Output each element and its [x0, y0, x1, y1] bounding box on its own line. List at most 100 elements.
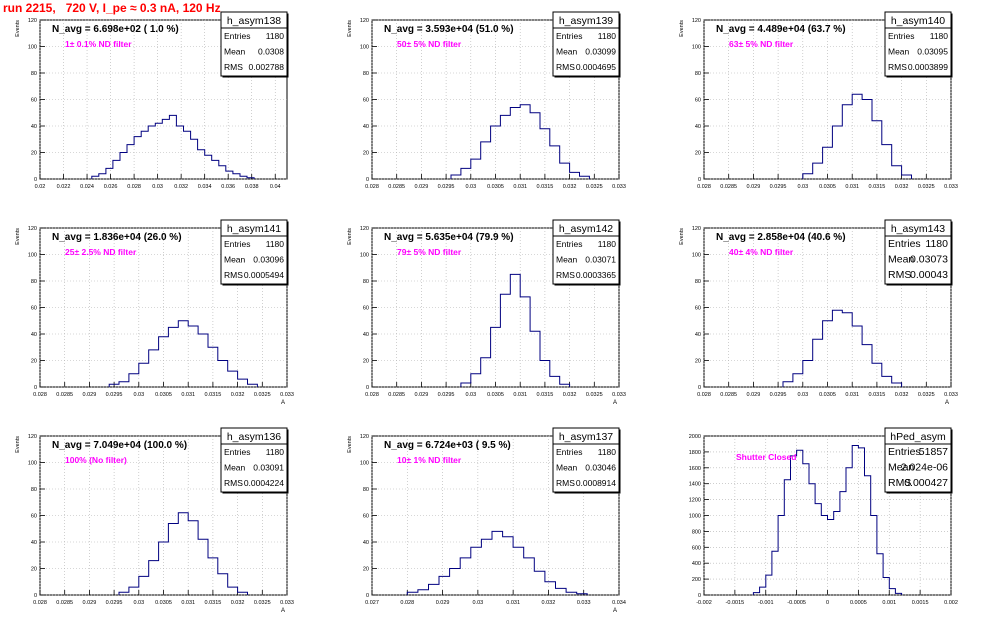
- stats-box-frame: [552, 11, 620, 77]
- stats-label: RMS: [556, 62, 575, 72]
- x-tick-label: -0.002: [696, 600, 712, 606]
- stats-value: 2.024e-06: [901, 462, 948, 474]
- stats-box-frame: [220, 427, 288, 493]
- y-tick-label: 100: [360, 461, 369, 467]
- stats-box-title: h_asym142: [559, 223, 613, 235]
- x-tick-label: 0.0315: [536, 184, 553, 190]
- y-tick-label: 40: [695, 124, 701, 130]
- stats-value: 0.002788: [249, 62, 285, 72]
- histogram-series: [460, 273, 571, 387]
- stats-box: h_asym141 Entries 1180 Mean 0.03096 RMS 0.0005…: [220, 219, 289, 286]
- y-tick-label: 120: [360, 226, 369, 232]
- x-tick-label: 0.03: [472, 600, 483, 606]
- x-tick-label: 0.028: [33, 600, 47, 606]
- y-tick-label: 0: [34, 385, 37, 391]
- y-tick-label: 2000: [689, 434, 701, 440]
- y-tick-label: 40: [363, 332, 369, 338]
- x-tick-label: 0.0285: [56, 600, 73, 606]
- histogram-series: [91, 114, 255, 179]
- y-tick-label: 1200: [689, 498, 701, 504]
- stats-label: Mean: [224, 47, 246, 57]
- n-avg-label: N_avg = 3.593e+04 (51.0 %): [384, 24, 514, 35]
- stats-value: 0.03095: [917, 47, 948, 57]
- x-tick-label: 0.0315: [204, 392, 221, 398]
- x-tick-label: 0.032: [542, 600, 556, 606]
- x-tick-label: -0.0005: [787, 600, 806, 606]
- filter-annotation: 79± 5% ND filter: [397, 247, 462, 257]
- y-tick-label: 0: [698, 177, 701, 183]
- x-tick-label: 0.0285: [56, 392, 73, 398]
- stats-value: 0.03071: [585, 255, 616, 265]
- x-tick-label: 0.027: [365, 600, 379, 606]
- stats-box-title: hPed_asym: [890, 431, 946, 443]
- stats-value: 1180: [598, 239, 617, 249]
- x-tick-label: 0.0325: [254, 600, 271, 606]
- x-tick-label: 0.033: [612, 392, 626, 398]
- filter-annotation: 50± 5% ND filter: [397, 39, 462, 49]
- stats-label: Mean: [556, 255, 578, 265]
- histogram-series: [450, 104, 590, 179]
- y-tick-label: 80: [31, 487, 37, 493]
- y-tick-label: 100: [692, 45, 701, 51]
- stats-label: Entries: [224, 447, 250, 457]
- x-axis-label: A: [945, 400, 949, 406]
- stats-box-frame: [220, 219, 288, 285]
- stats-label: Mean: [556, 47, 578, 57]
- stats-value: 1180: [598, 447, 617, 457]
- y-tick-label: 120: [692, 226, 701, 232]
- y-tick-label: 0: [366, 385, 369, 391]
- histogram-panel-h_asym141: 0.028 0.0285 0.029 0.0295 0.03 0.0305 0.031 0.0…: [15, 219, 294, 406]
- y-tick-label: 80: [31, 279, 37, 285]
- x-tick-label: 0.028: [400, 600, 414, 606]
- y-tick-label: 20: [31, 567, 37, 573]
- x-tick-label: 0.031: [845, 392, 859, 398]
- y-tick-label: 20: [31, 359, 37, 365]
- x-tick-label: 0.032: [563, 184, 577, 190]
- histogram-series: [802, 93, 912, 179]
- x-tick-label: 0.029: [83, 600, 97, 606]
- stats-value: 0.03073: [910, 254, 948, 266]
- stats-label: Mean: [224, 463, 246, 473]
- x-tick-label: 0.033: [280, 600, 294, 606]
- stats-label: RMS: [888, 477, 911, 489]
- x-tick-label: 0.0285: [720, 392, 737, 398]
- y-tick-label: 1800: [689, 450, 701, 456]
- x-tick-label: 0.028: [33, 392, 47, 398]
- x-tick-label: 0.03: [133, 392, 144, 398]
- stats-label: Entries: [888, 446, 921, 458]
- filter-annotation: 10± 1% ND filter: [397, 455, 462, 465]
- stats-value: 0.0003365: [576, 270, 616, 280]
- x-tick-label: 0.0305: [155, 392, 172, 398]
- stats-box-frame: [552, 427, 620, 493]
- y-tick-label: 120: [360, 434, 369, 440]
- y-tick-label: 60: [31, 98, 37, 104]
- y-axis-label: Events: [679, 228, 685, 245]
- x-tick-label: 0.04: [270, 184, 281, 190]
- y-tick-label: 400: [692, 561, 701, 567]
- y-tick-label: 60: [363, 306, 369, 312]
- x-tick-label: 0.026: [104, 184, 118, 190]
- x-tick-label: 0.033: [944, 392, 958, 398]
- histogram-series: [108, 320, 258, 387]
- y-tick-label: 80: [363, 71, 369, 77]
- x-tick-label: 0.0305: [819, 392, 836, 398]
- x-axis-label: A: [281, 400, 285, 406]
- n-avg-label: N_avg = 7.049e+04 (100.0 %): [52, 440, 187, 451]
- stats-label: Mean: [888, 254, 914, 266]
- x-tick-label: 0.028: [365, 184, 379, 190]
- y-tick-label: 800: [692, 529, 701, 535]
- y-axis-label: Events: [15, 436, 21, 453]
- x-tick-label: 0.0315: [868, 392, 885, 398]
- y-tick-label: 0: [366, 177, 369, 183]
- y-tick-label: 1600: [689, 466, 701, 472]
- x-tick-label: 0.0295: [106, 600, 123, 606]
- stats-label: Entries: [224, 239, 250, 249]
- y-tick-label: 0: [698, 385, 701, 391]
- x-tick-label: 0.031: [845, 184, 859, 190]
- stats-box-frame: [884, 219, 952, 285]
- y-tick-label: 120: [360, 18, 369, 24]
- stats-box: h_asym142 Entries 1180 Mean 0.03071 RMS 0.0003…: [552, 219, 621, 286]
- x-axis-label: A: [281, 608, 285, 614]
- x-tick-label: 0.029: [436, 600, 450, 606]
- stats-label: Mean: [888, 47, 910, 57]
